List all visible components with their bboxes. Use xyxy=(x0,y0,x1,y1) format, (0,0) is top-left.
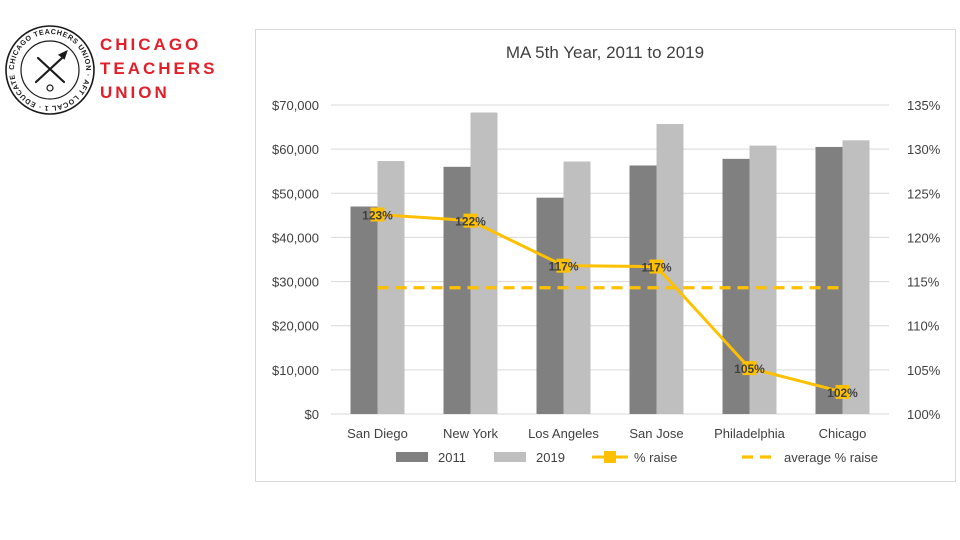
raise-data-label: 122% xyxy=(455,215,486,229)
chicago-teachers-union-logo: CHICAGO TEACHERS UNION · AFT LOCAL 1 · E… xyxy=(0,18,228,122)
lines xyxy=(370,207,850,399)
right-axis-tick-label: 130% xyxy=(907,142,941,157)
raise-marker xyxy=(649,259,664,274)
right-axis-tick-label: 110% xyxy=(907,319,940,334)
left-axis-tick-label: $20,000 xyxy=(272,319,319,334)
category-label: Chicago xyxy=(819,426,867,441)
right-axis-tick-label: 120% xyxy=(907,230,941,245)
raise-data-label: 105% xyxy=(734,362,765,376)
bar-2019 xyxy=(842,140,870,415)
bar-2011 xyxy=(536,197,564,414)
right-axis-tick-label: 135% xyxy=(907,98,941,113)
labels: $0 $10,000 $20,000 $30,000 $40,000 $50,000 $60… xyxy=(272,98,941,441)
raise-data-label: 117% xyxy=(548,260,578,274)
legend-label: average % raise xyxy=(784,450,878,465)
logo-line-chicago: CHICAGO xyxy=(100,35,202,54)
bar-2011 xyxy=(815,146,843,414)
legend-swatch-2019 xyxy=(494,452,526,462)
category-label: Philadelphia xyxy=(714,426,786,441)
chart-title: MA 5th Year, 2011 to 2019 xyxy=(506,43,704,62)
left-axis-tick-label: $70,000 xyxy=(272,98,319,113)
gridlines xyxy=(331,104,889,415)
raise-data-label: 117% xyxy=(641,261,671,275)
raise-marker xyxy=(370,207,385,222)
union-seal-icon: CHICAGO TEACHERS UNION · AFT LOCAL 1 · E… xyxy=(2,22,95,115)
left-axis-tick-label: $30,000 xyxy=(272,275,319,290)
category-label: San Diego xyxy=(347,426,408,441)
category-label: New York xyxy=(443,426,498,441)
legend-label: 2011 xyxy=(438,450,466,465)
legend-swatch-raise-marker xyxy=(604,451,616,463)
right-axis-tick-label: 125% xyxy=(907,186,941,201)
legend: 2011 2019 % raise average % raise xyxy=(396,450,878,465)
raise-marker xyxy=(742,361,757,376)
bar-2019 xyxy=(470,112,498,415)
left-axis-tick-label: $40,000 xyxy=(272,230,319,245)
left-axis-tick-label: $0 xyxy=(305,407,319,422)
category-label: San Jose xyxy=(629,426,683,441)
bar-2011 xyxy=(350,206,378,414)
bar-2011 xyxy=(629,165,657,414)
raise-data-label: 102% xyxy=(827,386,858,400)
right-axis-tick-label: 100% xyxy=(907,407,941,422)
left-axis-tick-label: $50,000 xyxy=(272,186,319,201)
category-label: Los Angeles xyxy=(528,426,599,441)
bars xyxy=(350,112,870,415)
right-axis-tick-label: 115% xyxy=(907,275,940,290)
right-axis-tick-label: 105% xyxy=(907,363,941,378)
left-axis-tick-label: $10,000 xyxy=(272,363,319,378)
bar-2011 xyxy=(443,166,471,414)
raise-marker xyxy=(556,258,571,273)
legend-swatch-2011 xyxy=(396,452,428,462)
left-axis-tick-label: $60,000 xyxy=(272,142,319,157)
chart-frame: $0 $10,000 $20,000 $30,000 $40,000 $50,000 $60… xyxy=(255,29,956,482)
legend-label: 2019 xyxy=(536,450,565,465)
combo-chart: $0 $10,000 $20,000 $30,000 $40,000 $50,000 $60… xyxy=(272,43,941,465)
raise-marker xyxy=(835,384,850,399)
logo-line-union: UNION xyxy=(100,83,170,102)
raise-data-label: 123% xyxy=(362,208,393,222)
logo-line-teachers: TEACHERS xyxy=(100,59,218,78)
raise-marker xyxy=(463,213,478,228)
raise-line xyxy=(377,212,843,394)
legend-label: % raise xyxy=(634,450,677,465)
